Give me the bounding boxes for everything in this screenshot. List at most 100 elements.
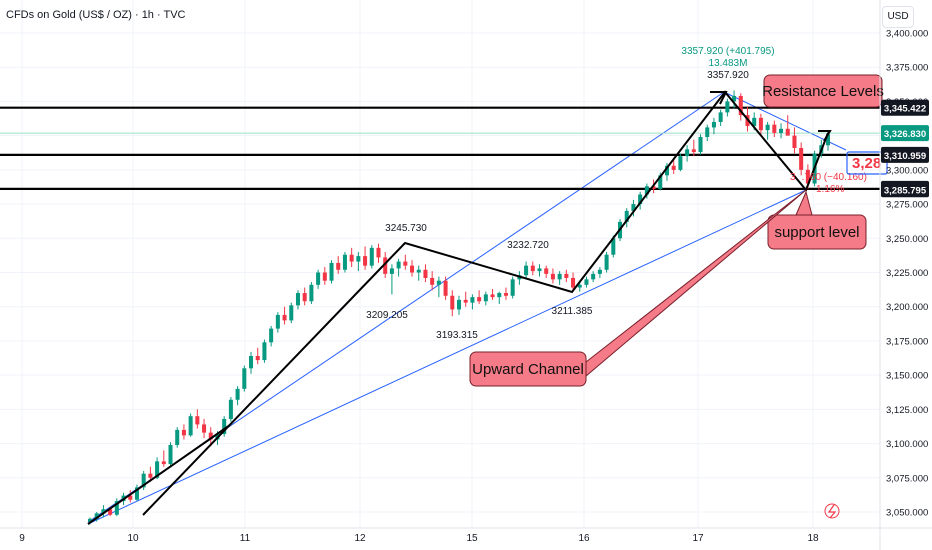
candle [571,272,576,291]
price-annotation: 3357.920 (+401.795) [681,46,774,57]
callout-upward-channel: Upward Channel [469,189,807,387]
candle [792,127,797,154]
candle [443,276,448,300]
candle-body [805,169,810,184]
candle-body [423,269,428,278]
price-tag-label: 3,326.830 [884,129,926,140]
price-annotation: 3232.720 [507,240,549,251]
candle [779,123,784,139]
candle-body [389,268,394,274]
price-tag: 3,345.422 [881,99,929,116]
candle-body [410,265,415,273]
candle [295,290,300,310]
candle-body [289,305,294,321]
candle-body [691,149,696,153]
y-tick-label: 3,150.000 [886,371,928,382]
candle [631,199,636,217]
candle [128,490,133,503]
candle-body [671,165,676,170]
candle-body [175,429,180,445]
candle-body [799,147,804,170]
candle [222,416,227,437]
candle-body [530,265,535,272]
y-tick-label: 3,100.000 [886,439,928,450]
candle [698,134,703,155]
candle-body [383,257,388,274]
candle-body [544,268,549,274]
candle [537,264,542,277]
candle-body [363,256,368,266]
candle-body [134,487,139,500]
candle [524,261,529,280]
candle [483,291,488,306]
x-tick-label: 17 [692,533,704,544]
candle [638,191,643,210]
candle-body [698,137,703,153]
candle-body [356,256,361,262]
candle [249,351,254,374]
candle-body [510,279,515,296]
candle [497,291,502,304]
candle-body [262,342,267,361]
candle-body [785,128,790,136]
candle-body [758,117,763,131]
y-tick-label: 3,275.000 [886,200,928,211]
candle [188,413,193,437]
candle-body [208,432,213,440]
candle-body [336,262,341,270]
candle-body [349,254,354,262]
price-annotation: 13.483M [709,58,748,69]
candle-body [524,265,529,276]
candle-body [685,149,690,157]
candle [410,260,415,277]
callout-box [763,74,883,108]
candle-body [249,355,254,369]
candle-body [269,328,274,343]
symbol-title[interactable]: CFDs on Gold (US$ / OZ) · 1h · TVC [6,9,186,21]
candle [195,409,200,429]
candle-body [181,429,186,436]
trend-leg-start [87,424,231,525]
candle [202,418,207,439]
candle-body [322,272,327,281]
candle [228,397,233,422]
candle-body [309,284,314,302]
candle-body [597,269,602,274]
candle [477,290,482,304]
candle-body [611,238,616,255]
price-annotation: 3357.920 [707,70,749,81]
candle-body [577,284,582,288]
candle [510,276,515,299]
candle-body [711,121,716,128]
candle [799,142,804,176]
candle [376,243,381,263]
candle-body [718,112,723,122]
candle-body [732,95,737,102]
candle-body [228,399,233,419]
candle-body [658,175,663,190]
candle [342,251,347,273]
candle [711,117,716,135]
price-tag-label: 3,345.422 [884,104,926,115]
price-annotation: 3245.730 [385,223,427,234]
candle [557,271,562,285]
candle [591,271,596,283]
y-tick-label: 3,125.000 [886,405,928,416]
candle-body [765,124,770,131]
candle-body [752,117,757,127]
candle-body [477,297,482,302]
candle-body [631,204,636,211]
candle [235,386,240,406]
candle-body [450,295,455,310]
y-tick-label: 3,050.000 [886,508,928,519]
candle [430,271,435,291]
currency-button[interactable]: USD [882,6,914,28]
candle-body [557,273,562,280]
candle [685,145,690,162]
candle-body [416,269,421,273]
candle-body [430,277,435,285]
candle-body [235,388,240,400]
x-tick-label: 9 [19,533,25,544]
candle [604,251,609,273]
